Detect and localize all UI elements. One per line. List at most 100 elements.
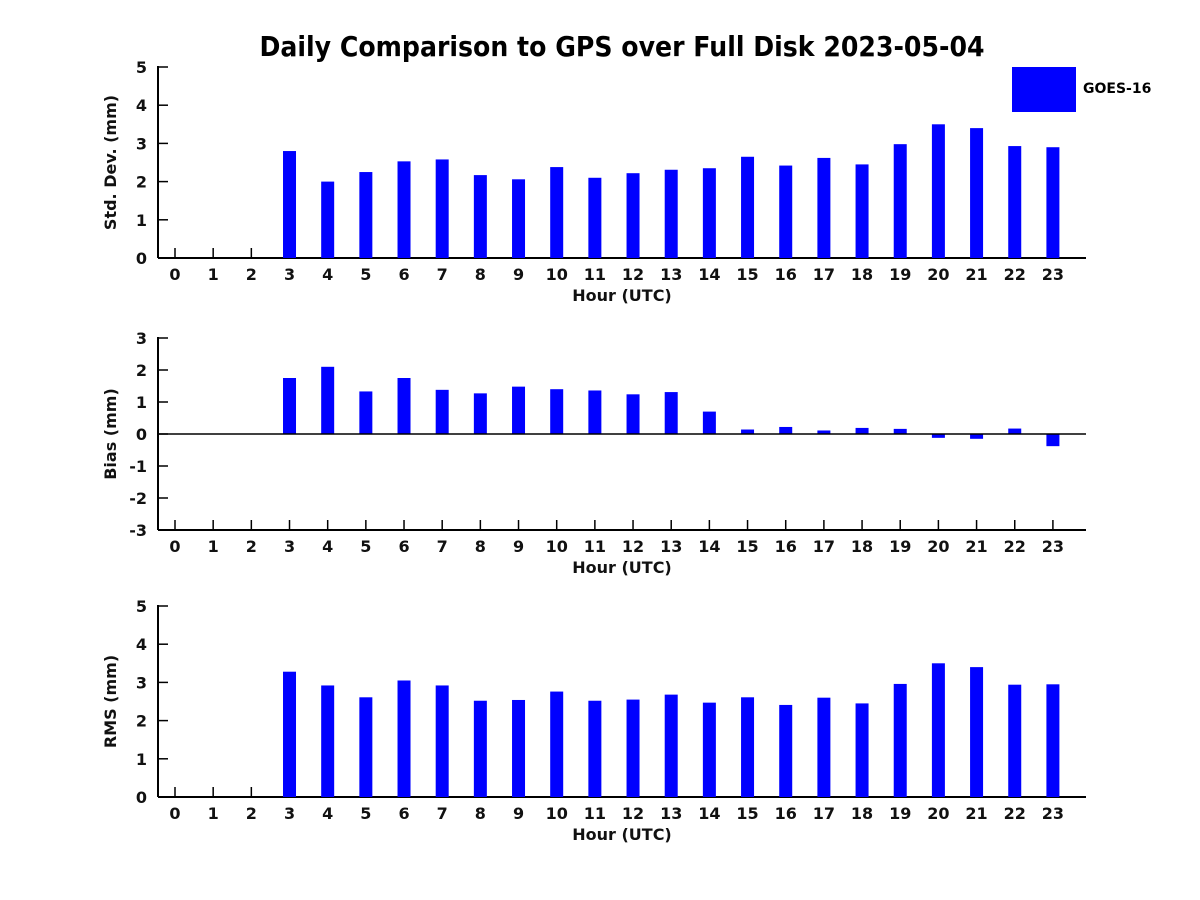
legend-label: GOES-16 [1083,81,1152,97]
x-tick-label: 3 [284,537,295,556]
x-tick-label: 18 [851,265,873,284]
bar [817,697,831,797]
x-tick-label: 5 [360,537,371,556]
x-tick-label: 11 [584,537,606,556]
x-tick-label: 19 [889,804,911,823]
bar [473,700,487,797]
x-tick-label: 11 [584,804,606,823]
x-tick-label: 23 [1042,265,1064,284]
x-tick-label: 20 [927,537,949,556]
y-tick-label: 0 [136,788,147,807]
bar [931,124,945,258]
bar [1046,147,1060,258]
bar [359,391,373,434]
bar [893,144,907,258]
bar [702,411,716,434]
bar [588,390,602,434]
bar [1046,684,1060,797]
bar [1008,428,1022,434]
x-tick-label: 23 [1042,804,1064,823]
y-tick-label: 0 [136,425,147,444]
bar [855,427,869,434]
bar [664,169,678,258]
x-tick-label: 13 [660,537,682,556]
y-tick-label: 1 [136,211,147,230]
x-tick-label: 12 [622,265,644,284]
x-tick-label: 15 [736,265,758,284]
x-tick-label: 9 [513,537,524,556]
bar [626,394,640,434]
x-tick-label: 15 [736,804,758,823]
bar [1008,684,1022,797]
bar [741,697,755,797]
x-tick-label: 22 [1004,537,1026,556]
bar [931,434,945,438]
bar [626,173,640,258]
x-tick-label: 2 [246,537,257,556]
bar [321,366,335,434]
y-tick-label: 1 [136,393,147,412]
x-tick-label: 21 [965,537,987,556]
bar [1008,146,1022,258]
y-tick-label: 2 [136,361,147,380]
x-tick-label: 16 [775,265,797,284]
x-tick-label: 5 [360,265,371,284]
x-tick-label: 19 [889,265,911,284]
y-axis-label: Std. Dev. (mm) [101,95,120,230]
bar [321,685,335,797]
bar [435,685,449,797]
x-tick-label: 3 [284,804,295,823]
x-tick-label: 19 [889,537,911,556]
legend-swatch [1012,67,1076,112]
bar [970,128,984,258]
x-tick-label: 18 [851,804,873,823]
y-axis-label: RMS (mm) [101,655,120,748]
bar [397,161,411,258]
x-tick-label: 22 [1004,804,1026,823]
y-tick-label: 4 [136,96,147,115]
bar [550,389,564,434]
x-tick-label: 4 [322,265,333,284]
x-tick-label: 10 [546,804,568,823]
x-tick-label: 1 [208,537,219,556]
y-tick-label: 3 [136,673,147,692]
x-tick-label: 0 [169,804,180,823]
x-tick-label: 15 [736,537,758,556]
x-tick-label: 23 [1042,537,1064,556]
y-tick-label: 0 [136,249,147,268]
y-axis-label: Bias (mm) [101,388,120,480]
bar [588,177,602,258]
bar [588,700,602,797]
x-tick-label: 8 [475,537,486,556]
x-tick-label: 21 [965,804,987,823]
x-tick-label: 4 [322,537,333,556]
x-tick-label: 13 [660,265,682,284]
x-tick-label: 2 [246,804,257,823]
bar [473,393,487,434]
bar [359,172,373,258]
y-tick-label: 5 [136,58,147,77]
bar [931,663,945,797]
x-tick-label: 9 [513,804,524,823]
bar [473,175,487,258]
y-tick-label: 3 [136,329,147,348]
bar [626,699,640,797]
bar [283,671,297,797]
x-tick-label: 0 [169,265,180,284]
x-tick-label: 17 [813,804,835,823]
x-tick-label: 4 [322,804,333,823]
bar [283,378,297,434]
bar [550,167,564,258]
bar [741,156,755,258]
x-tick-label: 5 [360,804,371,823]
x-tick-label: 16 [775,537,797,556]
x-tick-label: 17 [813,537,835,556]
y-tick-label: 4 [136,635,147,654]
y-tick-label: -2 [129,489,147,508]
bar [321,181,335,258]
bar [741,429,755,434]
